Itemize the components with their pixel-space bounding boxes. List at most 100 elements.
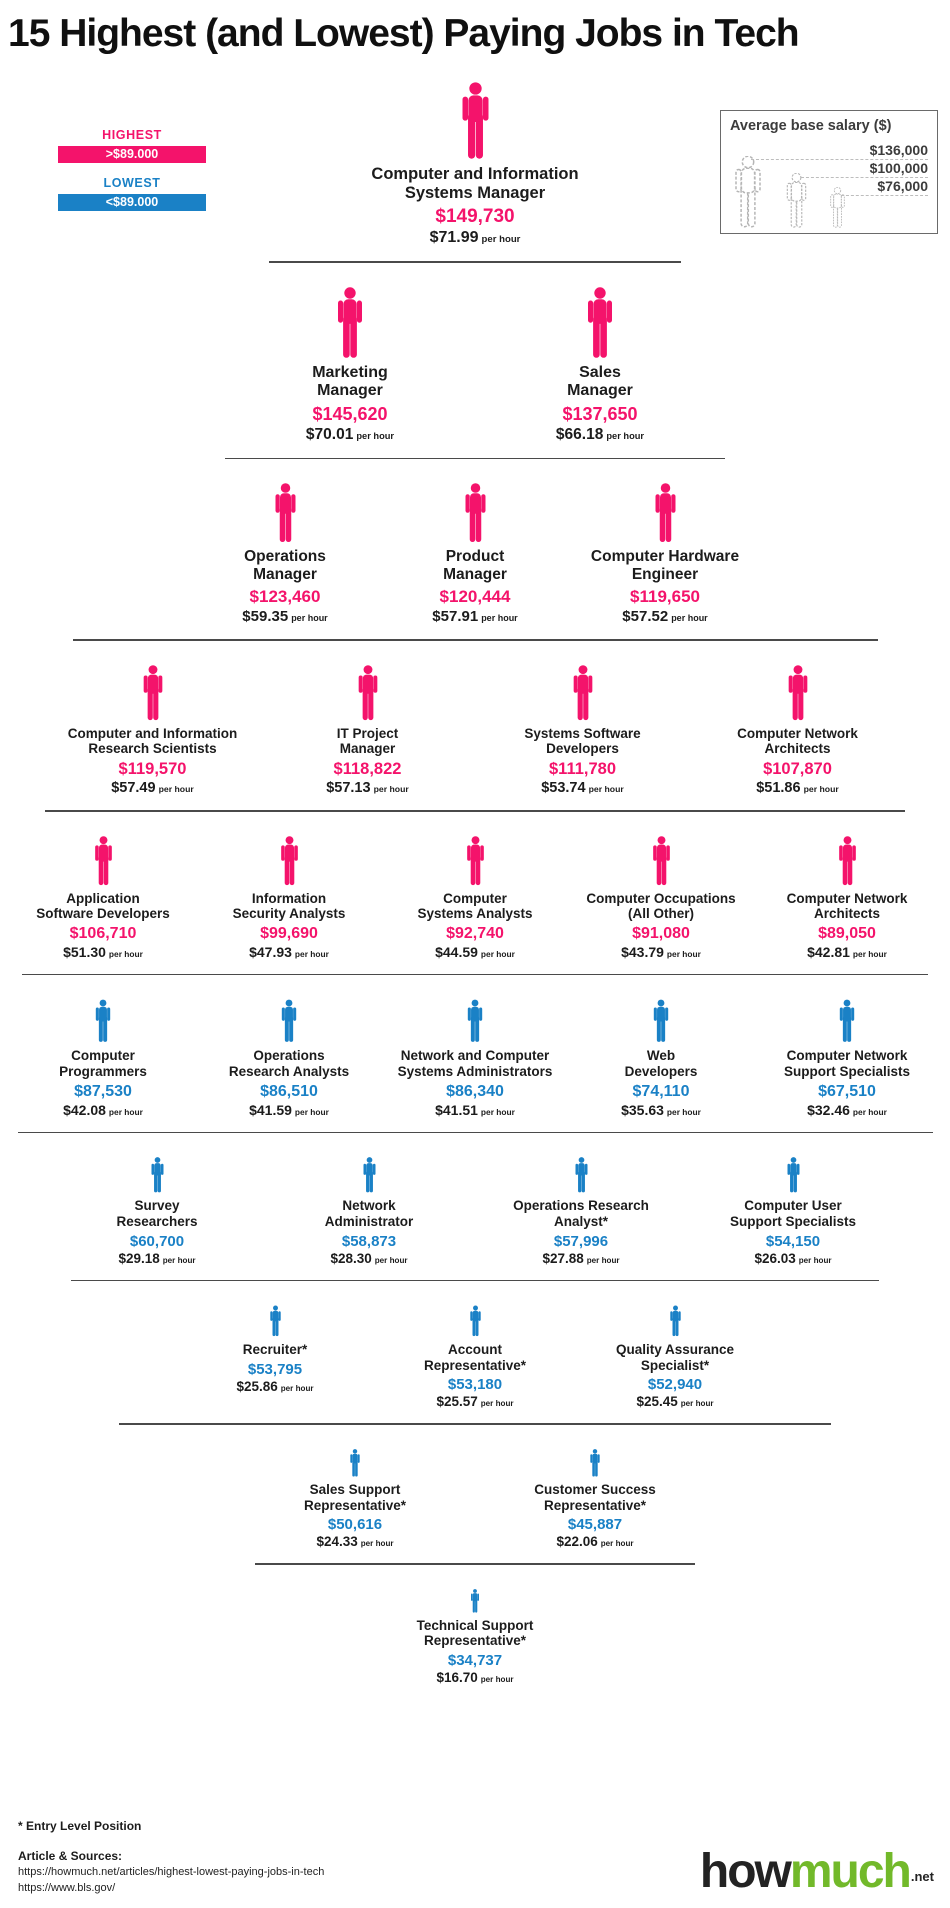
entry-level-footnote: * Entry Level Position [18, 1819, 142, 1834]
hourly-rate: $32.46 per hour [807, 1102, 887, 1118]
per-hour-label: per hour [803, 784, 839, 795]
job-cell: IT Project Manager $118,822 $57.13 per ho… [260, 665, 475, 796]
person-icon [466, 835, 484, 885]
job-title: Information Security Analysts [232, 890, 346, 922]
job-cell: Information Security Analysts $99,690 $4… [196, 835, 382, 960]
hourly-value: $22.06 [556, 1534, 598, 1550]
job-cell: Operations Research Analyst* $57,996 $27… [475, 1157, 687, 1266]
hourly-rate: $42.81 per hour [807, 944, 887, 960]
pyramid: Computer and Information Systems Manager… [0, 56, 950, 1685]
hourly-rate: $16.70 per hour [436, 1670, 513, 1685]
job-title: Network Administrator [324, 1198, 414, 1229]
annual-salary: $60,700 [129, 1232, 185, 1250]
hourly-rate: $47.93 per hour [249, 944, 329, 960]
per-hour-label: per hour [600, 1539, 634, 1549]
row-divider [17, 1131, 933, 1134]
hourly-rate: $27.88 per hour [542, 1251, 619, 1266]
person-icon [281, 999, 297, 1043]
annual-salary: $137,650 [562, 403, 638, 424]
person-icon [655, 483, 675, 543]
row-divider [269, 261, 681, 263]
hourly-rate: $41.59 per hour [249, 1102, 329, 1118]
row-divider [119, 1423, 831, 1425]
annual-salary: $45,887 [567, 1516, 623, 1534]
job-cell: Quality Assurance Specialist* $52,940 $2… [575, 1305, 775, 1409]
per-hour-label: per hour [291, 613, 328, 624]
person-icon [338, 287, 362, 358]
job-title: Application Software Developers [36, 890, 170, 922]
hourly-value: $41.59 [249, 1101, 292, 1118]
person-icon [573, 665, 592, 720]
person-outline-medium-icon [786, 173, 807, 228]
annual-salary: $86,340 [446, 1082, 504, 1100]
annual-salary: $53,180 [447, 1376, 503, 1394]
person-icon [788, 665, 807, 720]
job-title: Operations Research Analyst* [513, 1198, 649, 1229]
job-cell: Computer Systems Analysts $92,740 $44.59… [382, 835, 568, 960]
logo-how: how [699, 1845, 792, 1898]
hourly-rate: $71.99 per hour [430, 229, 521, 247]
person-icon [350, 1448, 360, 1477]
person-icon [269, 1305, 281, 1337]
hourly-rate: $41.51 per hour [435, 1102, 515, 1118]
hourly-rate: $66.18 per hour [556, 426, 644, 444]
row-divider [255, 1563, 695, 1565]
job-cell: Systems Software Developers $111,780 $53… [475, 665, 690, 796]
pyramid-row: Computer and Information Systems Manager… [0, 82, 950, 247]
hourly-rate: $29.18 per hour [118, 1251, 195, 1266]
per-hour-label: per hour [852, 1106, 887, 1117]
person-icon [151, 1157, 163, 1193]
hourly-value: $59.35 [242, 608, 289, 626]
person-icon [462, 82, 488, 159]
annual-salary: $67,510 [818, 1082, 876, 1100]
pyramid-row: Recruiter* $53,795 $25.86 per hour Accoun… [0, 1305, 950, 1409]
per-hour-label: per hour [606, 430, 645, 441]
per-hour-label: per hour [481, 234, 521, 246]
legend-highest-bar: >$89.000 [58, 146, 206, 163]
annual-salary: $89,050 [818, 924, 876, 942]
per-hour-label: per hour [374, 1255, 408, 1265]
per-hour-label: per hour [666, 1106, 701, 1117]
person-icon [275, 483, 295, 543]
hourly-value: $57.49 [111, 780, 156, 797]
size-key-title: Average base salary ($) [730, 118, 892, 134]
hourly-rate: $24.33 per hour [316, 1534, 393, 1549]
leader-line [751, 159, 928, 160]
legend-lowest-label: LOWEST [103, 176, 161, 190]
logo-net: .net [910, 1869, 934, 1884]
job-cell: Operations Manager $123,460 $59.35 per ho… [190, 483, 380, 625]
sources-heading: Article & Sources: [18, 1849, 123, 1864]
job-title: Customer Success Representative* [534, 1481, 656, 1513]
job-title: Operations Research Analysts [228, 1048, 350, 1080]
per-hour-label: per hour [162, 1255, 196, 1265]
annual-salary: $50,616 [327, 1516, 383, 1534]
row-divider [71, 1279, 879, 1282]
per-hour-label: per hour [294, 1106, 329, 1117]
annual-salary: $52,940 [647, 1376, 703, 1394]
person-outline-large-icon [735, 156, 761, 228]
annual-salary: $74,110 [632, 1082, 690, 1100]
leader-line [801, 177, 928, 178]
per-hour-label: per hour [480, 1106, 515, 1117]
person-icon [471, 1588, 479, 1613]
job-cell: Network Administrator $58,873 $28.30 per … [263, 1157, 475, 1266]
hourly-value: $43.79 [621, 943, 664, 960]
job-title: Survey Researchers [116, 1198, 198, 1229]
leader-line [841, 195, 928, 196]
logo-much: much [789, 1845, 912, 1898]
job-title: Computer Network Architects [786, 890, 908, 922]
legend-highest-label: HIGHEST [102, 128, 162, 142]
job-cell: Network and Computer Systems Administrat… [382, 999, 568, 1118]
person-icon [143, 665, 162, 720]
job-title: Account Representative* [423, 1342, 527, 1373]
job-cell: Web Developers $74,110 $35.63 per hour [568, 999, 754, 1118]
job-cell: Computer Network Support Specialists $67… [754, 999, 940, 1118]
source-url-2: https://www.bls.gov/ [18, 1881, 116, 1894]
hourly-rate: $25.86 per hour [236, 1379, 313, 1394]
hourly-value: $35.63 [621, 1101, 664, 1118]
person-icon [95, 999, 111, 1043]
annual-salary: $111,780 [549, 760, 616, 779]
pyramid-row: Operations Manager $123,460 $59.35 per ho… [0, 483, 950, 625]
hourly-value: $25.45 [636, 1394, 678, 1410]
